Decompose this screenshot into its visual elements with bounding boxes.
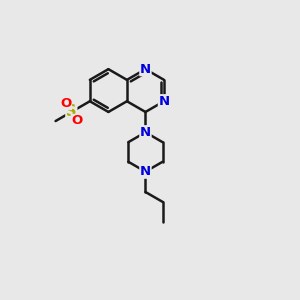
Text: N: N	[140, 165, 151, 178]
Text: O: O	[60, 97, 72, 110]
Text: N: N	[158, 95, 169, 108]
Text: O: O	[71, 114, 82, 127]
Text: N: N	[140, 63, 151, 76]
Text: N: N	[140, 126, 151, 139]
Text: S: S	[66, 104, 76, 119]
